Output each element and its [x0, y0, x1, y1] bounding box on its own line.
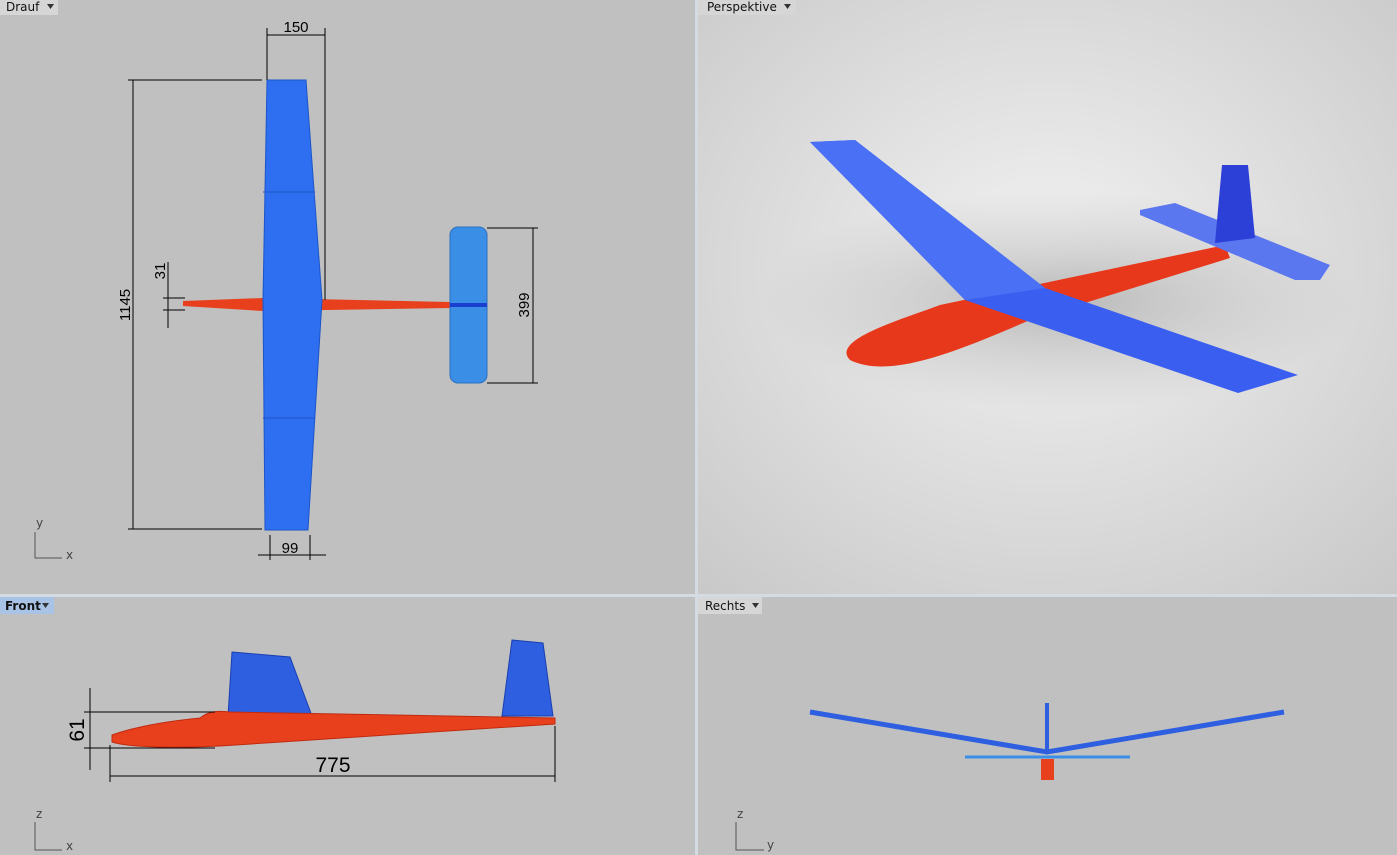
viewport-tab[interactable] [698, 0, 796, 15]
dimension-label: 150 [283, 19, 308, 36]
dimension: 99 [258, 535, 326, 560]
viewport-top: 150 1145 31 399 99 y x Drauf [0, 0, 695, 594]
fuselage [1041, 759, 1054, 780]
dimension-label: 31 [152, 263, 169, 280]
axis-label: z [737, 807, 743, 821]
dimension: 31 [152, 262, 185, 328]
dimension-label: 1145 [117, 289, 134, 321]
dropdown-arrow[interactable] [752, 603, 759, 608]
viewport-tab[interactable] [0, 0, 58, 15]
axis-icon [34, 822, 62, 851]
axis-label: z [36, 807, 42, 821]
fin [1215, 165, 1255, 243]
dimension-label: 99 [282, 540, 299, 557]
dimension: 150 [266, 19, 326, 300]
stabilizer [1140, 203, 1330, 280]
viewport-right: z y Rechts [698, 597, 1397, 855]
dimension: 399 [487, 227, 538, 384]
dimension-label: 61 [66, 718, 89, 741]
fuselage [111, 710, 556, 748]
viewport-tab[interactable] [0, 597, 54, 614]
dropdown-arrow[interactable] [784, 4, 791, 9]
viewport-front: 61 775 z x Front [0, 597, 695, 855]
dimension-label: 775 [315, 754, 350, 777]
dimension: 61 [66, 688, 215, 770]
axis-icon [34, 532, 62, 559]
viewport-title[interactable]: Front [5, 599, 41, 613]
axis-label: y [767, 838, 774, 852]
dimension: 775 [109, 726, 556, 782]
dropdown-arrow[interactable] [42, 603, 49, 608]
dimension: 1145 [117, 79, 262, 530]
viewport-tab[interactable] [698, 597, 762, 614]
axis-label: y [36, 516, 43, 530]
viewport-title[interactable]: Perspektive [707, 0, 777, 14]
axis-label: x [66, 839, 73, 853]
dropdown-arrow[interactable] [47, 4, 54, 9]
viewport-bg [0, 0, 695, 594]
viewport-title[interactable]: Rechts [705, 599, 745, 613]
dimension-label: 399 [516, 292, 533, 317]
fin [501, 639, 554, 717]
viewport-perspective: Perspektive [698, 0, 1397, 594]
axis-label: x [66, 548, 73, 562]
axis-icon [735, 822, 764, 851]
viewport-title[interactable]: Drauf [6, 0, 40, 14]
wing-panel [810, 140, 1045, 300]
